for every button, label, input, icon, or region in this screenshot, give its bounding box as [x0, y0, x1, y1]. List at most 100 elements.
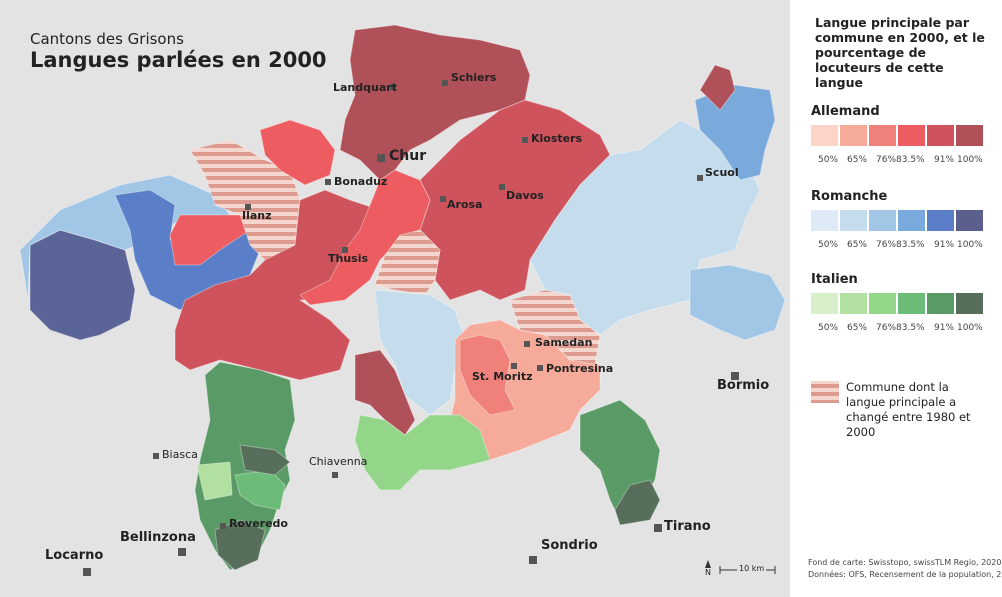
legend-threshold: 65%	[847, 240, 868, 250]
legend-swatch	[840, 210, 867, 231]
legend-swatch	[956, 293, 983, 314]
region	[694, 84, 776, 181]
legend-swatch	[811, 293, 838, 314]
legend-swatch	[927, 125, 954, 146]
scale-label: 10 km	[737, 564, 767, 573]
place-marker	[153, 453, 159, 459]
place-label: Biasca	[162, 448, 198, 461]
place-marker	[332, 472, 338, 478]
map-title: Langues parlées en 2000	[30, 48, 327, 72]
place-marker	[342, 247, 348, 253]
legend-threshold: 100%	[957, 323, 983, 333]
place-label: Samedan	[535, 336, 593, 349]
place-label: Pontresina	[546, 362, 614, 375]
legend-threshold: 100%	[957, 155, 983, 165]
legend-swatch	[898, 293, 925, 314]
place-marker	[511, 363, 517, 369]
legend-threshold: 50%	[818, 323, 839, 333]
place-label: Chur	[389, 148, 427, 164]
region	[699, 64, 736, 111]
legend-swatch	[956, 210, 983, 231]
place-label: Bonaduz	[334, 175, 388, 188]
legend-threshold: 83.5%	[896, 240, 925, 250]
legend-swatch	[898, 210, 925, 231]
legend-threshold: 65%	[847, 155, 868, 165]
legend-threshold: 83.5%	[896, 323, 925, 333]
region	[354, 414, 491, 491]
place-label: Arosa	[447, 198, 483, 211]
place-marker	[442, 80, 448, 86]
credit: Fond de carte: Swisstopo, swissTLM Regio…	[808, 558, 1002, 567]
legend-title: Langue principale par commune en 2000, e…	[815, 15, 985, 90]
region	[614, 479, 661, 526]
legend-swatch	[840, 293, 867, 314]
legend-swatch	[898, 125, 925, 146]
region	[339, 24, 531, 181]
legend-threshold: 76%	[876, 240, 897, 250]
region	[689, 264, 786, 341]
legend-threshold: 65%	[847, 323, 868, 333]
legend-swatch	[927, 210, 954, 231]
place-label: Scuol	[705, 166, 739, 179]
place-marker	[697, 175, 703, 181]
place-label: Tirano	[664, 519, 711, 534]
region	[354, 349, 416, 436]
legend-group-name: Romanche	[811, 189, 888, 204]
legend-swatch	[840, 125, 867, 146]
legend-group-name: Allemand	[811, 104, 880, 119]
place-label: Ilanz	[242, 209, 272, 222]
place-label: Klosters	[531, 132, 583, 145]
place-marker	[377, 154, 385, 162]
legend-swatch	[927, 293, 954, 314]
place-marker	[731, 372, 739, 380]
legend-threshold: 91%	[934, 240, 955, 250]
legend-threshold: 91%	[934, 155, 955, 165]
region	[239, 444, 291, 476]
legend-swatch	[811, 125, 838, 146]
place-label: Sondrio	[541, 538, 598, 553]
place-label: Landquart	[333, 81, 397, 94]
region	[259, 119, 336, 186]
region	[374, 289, 466, 416]
place-label: Locarno	[45, 548, 104, 563]
place-marker	[178, 548, 186, 556]
legend-threshold: 76%	[876, 155, 897, 165]
place-marker	[440, 196, 446, 202]
legend-threshold: 100%	[957, 240, 983, 250]
region	[214, 519, 266, 571]
legend-swatch	[869, 210, 896, 231]
map-subtitle: Cantons des Grisons	[30, 30, 184, 48]
legend-threshold: 76%	[876, 323, 897, 333]
legend-swatch	[869, 125, 896, 146]
hatch-swatch	[811, 381, 839, 403]
north-arrow	[705, 560, 711, 568]
legend-swatch	[811, 210, 838, 231]
region	[459, 334, 516, 416]
place-marker	[245, 204, 251, 210]
legend-swatches	[811, 125, 983, 314]
place-label: Chiavenna	[309, 455, 368, 468]
place-label: Thusis	[328, 252, 369, 265]
legend-swatch	[869, 293, 896, 314]
place-marker	[522, 137, 528, 143]
place-marker	[537, 365, 543, 371]
hatch-note: Commune dont la langue principale a chan…	[846, 380, 971, 439]
place-marker	[220, 523, 226, 529]
communes	[19, 24, 786, 571]
place-label: Bormio	[717, 378, 770, 393]
place-marker	[529, 556, 537, 564]
place-marker	[499, 184, 505, 190]
place-label: Davos	[506, 189, 544, 202]
legend-threshold: 91%	[934, 323, 955, 333]
north-label: N	[705, 568, 711, 577]
place-marker	[390, 84, 396, 90]
credit: Données: OFS, Recensement de la populati…	[808, 570, 1002, 579]
region	[299, 169, 431, 306]
region	[196, 461, 233, 501]
place-label: Schiers	[451, 71, 497, 84]
place-marker	[524, 341, 530, 347]
region	[529, 119, 761, 336]
place-marker	[325, 179, 331, 185]
